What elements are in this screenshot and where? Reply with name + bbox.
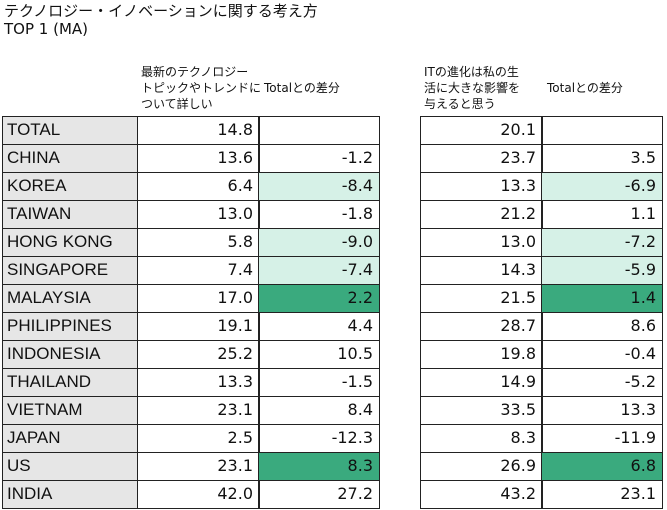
row-label: INDIA xyxy=(2,480,138,509)
column-header: 与えると思う xyxy=(424,97,496,111)
diff-cell: 2.2 xyxy=(258,284,380,313)
column-header: トピックやトレンドに xyxy=(141,81,262,95)
diff-cell: 1.4 xyxy=(541,284,663,313)
value-cell: 33.5 xyxy=(420,396,543,425)
value-cell: 14.8 xyxy=(137,116,260,145)
diff-cell: 8.6 xyxy=(541,312,663,341)
value-cell: 21.2 xyxy=(420,200,543,229)
diff-header: Totalとの差分 xyxy=(264,81,340,95)
value-cell: 2.5 xyxy=(137,424,260,453)
diff-cell: 4.4 xyxy=(258,312,380,341)
row-label: US xyxy=(2,452,138,481)
row-label: PHILIPPINES xyxy=(2,312,138,341)
diff-cell: -5.2 xyxy=(541,368,663,397)
value-cell: 13.3 xyxy=(420,172,543,201)
row-label: JAPAN xyxy=(2,424,138,453)
value-cell: 13.3 xyxy=(137,368,260,397)
diff-cell: 3.5 xyxy=(541,144,663,173)
value-cell: 19.8 xyxy=(420,340,543,369)
diff-cell: -12.3 xyxy=(258,424,380,453)
row-label: TOTAL xyxy=(2,116,138,145)
value-cell: 23.7 xyxy=(420,144,543,173)
value-cell: 7.4 xyxy=(137,256,260,285)
value-cell: 13.6 xyxy=(137,144,260,173)
title: テクノロジー・イノベーションに関する考え方 xyxy=(4,2,318,20)
row-label: THAILAND xyxy=(2,368,138,397)
diff-cell: -6.9 xyxy=(541,172,663,201)
diff-cell: -9.0 xyxy=(258,228,380,257)
diff-cell: -11.9 xyxy=(541,424,663,453)
diff-cell: -1.2 xyxy=(258,144,380,173)
value-cell: 13.0 xyxy=(420,228,543,257)
diff-cell: 1.1 xyxy=(541,200,663,229)
diff-cell: -5.9 xyxy=(541,256,663,285)
value-cell: 21.5 xyxy=(420,284,543,313)
value-cell: 13.0 xyxy=(137,200,260,229)
column-header: ITの進化は私の生 xyxy=(424,65,519,79)
value-cell: 19.1 xyxy=(137,312,260,341)
row-label: VIETNAM xyxy=(2,396,138,425)
value-cell: 8.3 xyxy=(420,424,543,453)
diff-cell: -1.5 xyxy=(258,368,380,397)
value-cell: 42.0 xyxy=(137,480,260,509)
value-cell: 43.2 xyxy=(420,480,543,509)
diff-cell: 13.3 xyxy=(541,396,663,425)
diff-cell: 23.1 xyxy=(541,480,663,509)
value-cell: 28.7 xyxy=(420,312,543,341)
subtitle: TOP 1 (MA) xyxy=(4,20,89,38)
row-label: HONG KONG xyxy=(2,228,138,257)
diff-cell: -7.4 xyxy=(258,256,380,285)
column-header: 活に大きな影響を xyxy=(424,81,521,95)
diff-cell: -1.8 xyxy=(258,200,380,229)
value-cell: 6.4 xyxy=(137,172,260,201)
diff-cell: 8.4 xyxy=(258,396,380,425)
column-header: ついて詳しい xyxy=(141,97,213,111)
row-label: MALAYSIA xyxy=(2,284,138,313)
row-label: SINGAPORE xyxy=(2,256,138,285)
value-cell: 17.0 xyxy=(137,284,260,313)
diff-cell xyxy=(541,116,663,145)
column-header: 最新のテクノロジー xyxy=(141,65,249,79)
diff-cell: -7.2 xyxy=(541,228,663,257)
value-cell: 23.1 xyxy=(137,396,260,425)
diff-cell xyxy=(258,116,380,145)
row-label: CHINA xyxy=(2,144,138,173)
value-cell: 23.1 xyxy=(137,452,260,481)
value-cell: 14.9 xyxy=(420,368,543,397)
diff-header: Totalとの差分 xyxy=(547,81,623,95)
diff-cell: -0.4 xyxy=(541,340,663,369)
row-label: TAIWAN xyxy=(2,200,138,229)
value-cell: 20.1 xyxy=(420,116,543,145)
diff-cell: 6.8 xyxy=(541,452,663,481)
diff-cell: 10.5 xyxy=(258,340,380,369)
value-cell: 25.2 xyxy=(137,340,260,369)
diff-cell: 27.2 xyxy=(258,480,380,509)
value-cell: 26.9 xyxy=(420,452,543,481)
diff-cell: 8.3 xyxy=(258,452,380,481)
row-label: INDONESIA xyxy=(2,340,138,369)
diff-cell: -8.4 xyxy=(258,172,380,201)
value-cell: 14.3 xyxy=(420,256,543,285)
row-label: KOREA xyxy=(2,172,138,201)
value-cell: 5.8 xyxy=(137,228,260,257)
